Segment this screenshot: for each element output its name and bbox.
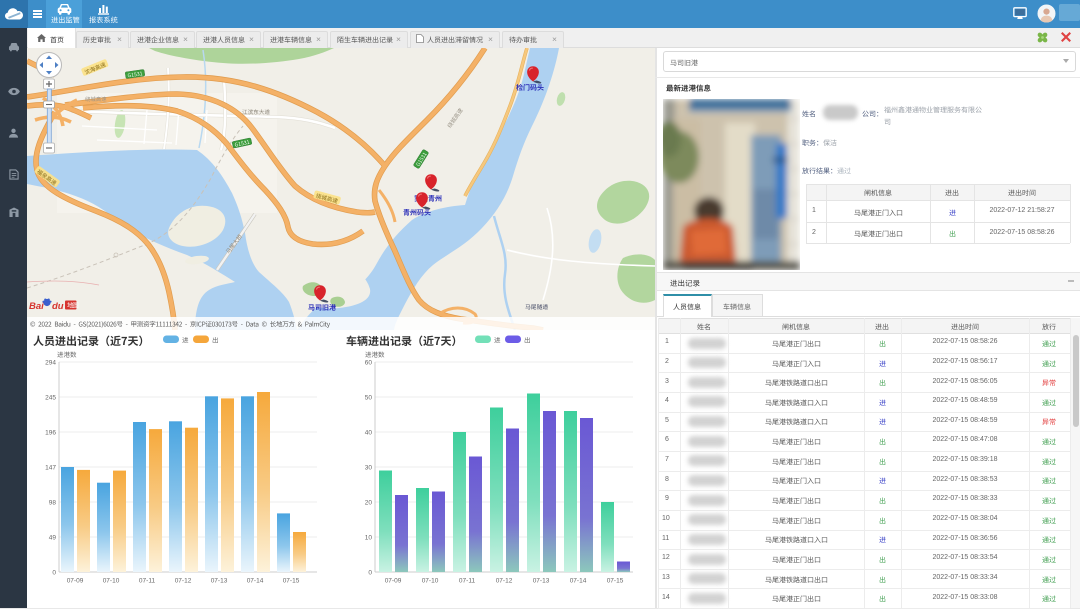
svg-text:07-10: 07-10	[422, 578, 439, 585]
svg-text:07-14: 07-14	[247, 578, 264, 585]
svg-text:Bai: Bai	[29, 301, 44, 312]
svg-text:98: 98	[49, 500, 57, 507]
svg-text:07-15: 07-15	[283, 578, 300, 585]
svg-text:0: 0	[368, 570, 372, 577]
svg-text:0: 0	[52, 570, 56, 577]
svg-text:07-13: 07-13	[211, 578, 228, 585]
svg-text:07-13: 07-13	[533, 578, 550, 585]
svg-text:50: 50	[365, 395, 373, 402]
svg-text:07-14: 07-14	[570, 578, 587, 585]
svg-text:40: 40	[365, 430, 373, 437]
svg-text:294: 294	[45, 360, 56, 367]
svg-text:30: 30	[365, 465, 373, 472]
svg-text:10: 10	[365, 535, 373, 542]
svg-text:07-12: 07-12	[175, 578, 192, 585]
svg-text:60: 60	[365, 360, 373, 367]
svg-text:196: 196	[45, 430, 56, 437]
svg-text:07-15: 07-15	[607, 578, 624, 585]
svg-text:07-11: 07-11	[459, 578, 476, 585]
svg-text:07-11: 07-11	[139, 578, 156, 585]
svg-text:20: 20	[365, 500, 373, 507]
svg-text:07-12: 07-12	[496, 578, 513, 585]
svg-text:07-09: 07-09	[67, 578, 84, 585]
svg-text:245: 245	[45, 395, 56, 402]
svg-text:du: du	[52, 301, 64, 312]
svg-text:07-10: 07-10	[103, 578, 120, 585]
svg-text:49: 49	[49, 535, 57, 542]
svg-text:07-09: 07-09	[385, 578, 402, 585]
svg-text:147: 147	[45, 465, 56, 472]
